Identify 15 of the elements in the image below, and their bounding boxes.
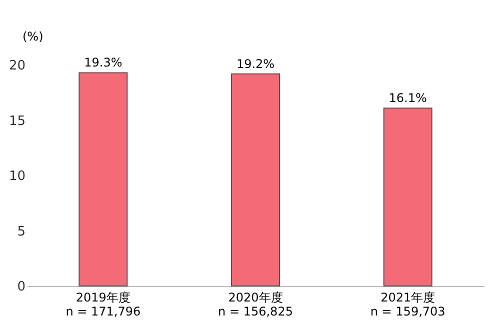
y-tick-label: 5 bbox=[17, 224, 26, 240]
data-label: 19.2% bbox=[236, 56, 275, 71]
bar bbox=[231, 73, 280, 286]
bar bbox=[383, 108, 432, 286]
y-tick-label: 10 bbox=[8, 169, 26, 184]
y-tick-label: 20 bbox=[8, 58, 26, 74]
y-tick-label: 0 bbox=[17, 280, 26, 294]
x-tick-label: 2021年度 n = 159,703 bbox=[370, 290, 446, 318]
y-tick-label: 15 bbox=[8, 114, 26, 129]
data-label: 16.1% bbox=[388, 91, 427, 106]
y-axis-title: (%) bbox=[22, 30, 44, 44]
bar bbox=[78, 72, 128, 286]
x-tick-label: 2020年度 n = 156,825 bbox=[218, 290, 293, 318]
x-tick-label: 2019年度 n = 171,796 bbox=[66, 290, 141, 318]
data-label: 19.3% bbox=[84, 56, 122, 70]
